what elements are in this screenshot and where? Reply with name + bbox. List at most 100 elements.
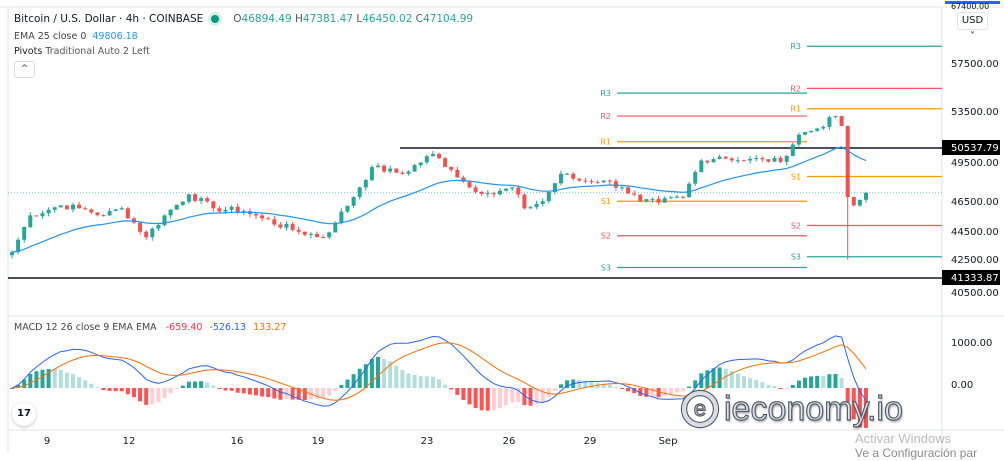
candle-up [559,173,563,184]
time-tick: 19 [312,436,325,447]
macd-histogram-bar [626,388,631,392]
watermark-brand: ieconomy.io [723,389,903,428]
macd-histogram-bar [803,377,807,388]
signal-line [11,342,867,401]
macd-histogram-bar [46,369,51,388]
time-axis[interactable]: 9 12 16 19 23 26 29 Sep [44,436,678,447]
candle-up [119,208,124,210]
macd-histogram-bar [211,385,216,388]
macd-histogram-bar [577,379,582,388]
candle-down [479,191,484,194]
currency-select[interactable]: USD ˅ [957,12,988,42]
candle-up [327,232,332,238]
macd-histogram-bar [113,388,118,392]
macd-histogram-bar [125,388,130,395]
price-label-upper: 50537.79 [951,143,999,154]
macd-histogram-bar [156,388,161,403]
macd-histogram-bar [150,388,155,405]
candle-up [186,194,191,202]
candle-up [735,160,740,162]
candle-down [260,215,265,219]
macd-histogram-bar [83,380,88,388]
activate-windows-hint: Ve a Configuración par [855,446,978,460]
macd-tick: 0.00 [951,380,973,391]
macd-histogram-bar [132,388,136,398]
macd-histogram-bar [101,388,106,391]
candle-down [211,201,216,209]
price-tick: 49500.00 [951,158,999,169]
macd-histogram-bar [278,388,283,400]
tradingview-logo-icon[interactable]: 17 [12,402,36,426]
scroll-indicator[interactable] [945,1,1000,4]
macd-histogram-bar [607,384,612,388]
macd-histogram-bar [437,379,441,388]
macd-histogram-bar [510,388,515,403]
macd-histogram-bar [193,381,197,388]
collapse-legend-button[interactable]: ^ [14,61,35,78]
pivot-label-s2: S2 [791,221,801,230]
macd-histogram-bar [851,388,856,420]
candle-down [595,182,600,184]
macd-histogram-bar [821,376,826,388]
macd-histogram-bar [613,386,618,388]
candle-up [833,116,838,118]
pivots-legend[interactable]: Pivots Traditional Auto 2 Left [14,46,150,57]
macd-histogram-bar [674,388,679,393]
macd-histogram-bar [95,387,100,389]
macd-histogram-bar [479,388,484,411]
candle-down [382,165,387,172]
candle-down [845,125,850,198]
time-tick: 9 [44,436,50,447]
candle-down [138,222,143,232]
macd-histogram-bar [406,373,411,388]
macd-histogram-bar [412,374,417,388]
candle-up [711,159,716,163]
macd-histogram-bar [77,377,82,388]
macd-histogram-bar [430,376,435,388]
candle-up [345,205,350,212]
candle-down [217,208,222,212]
candle-down [607,180,612,182]
symbol-title[interactable]: Bitcoin / U.S. Dollar · 4h · COINBASE [14,13,204,25]
candle-down [83,208,88,210]
candle-up [620,187,624,189]
macd-histogram-bar [504,388,509,406]
macd-histogram-bar [272,388,277,399]
macd-histogram-bar [809,376,814,388]
macd-histogram-bar [443,384,448,388]
candle-down [583,180,588,182]
price-axis[interactable]: 67400.00 57500.00 53500.00 49500.00 4650… [942,2,1000,391]
candle-up [430,153,435,157]
macd-histogram-bar [28,373,33,388]
symbol-legend[interactable]: Bitcoin / U.S. Dollar · 4h · COINBASE O46… [14,13,473,25]
macd-histogram-bar [351,374,356,388]
ema-legend[interactable]: EMA 25 close 0 49806.18 [14,31,138,42]
macd-histogram-bar [168,388,173,394]
candle-up [864,192,868,200]
macd-histogram-bar [321,388,326,399]
macd-histogram-bar [833,373,838,388]
candle-up [168,209,173,216]
macd-histogram-bar [229,388,234,391]
macd-histogram-bar [144,388,149,405]
candle-up [498,190,502,195]
candle-up [815,128,820,131]
macd-histogram-bar [668,388,673,395]
candle-up [339,211,344,223]
macd-histogram-bar [491,388,496,411]
macd-histogram-bar [473,388,478,409]
candle-up [174,204,179,210]
macd-histogram-bar [857,388,862,428]
horizontal-levels[interactable] [8,147,942,279]
candle-down [839,116,844,126]
candle-up [504,188,509,191]
candle-down [467,181,472,188]
macd-histogram-bar [735,373,740,388]
macd-histogram-bar [235,388,240,393]
price-tick: 40500.00 [951,288,999,299]
macd-legend[interactable]: MACD 12 26 close 9 EMA EMA -659.40 -526.… [14,322,287,333]
macd-histogram-bar [498,388,502,409]
pivot-label-s1: S1 [601,197,611,206]
macd-histogram-bar [327,388,332,396]
